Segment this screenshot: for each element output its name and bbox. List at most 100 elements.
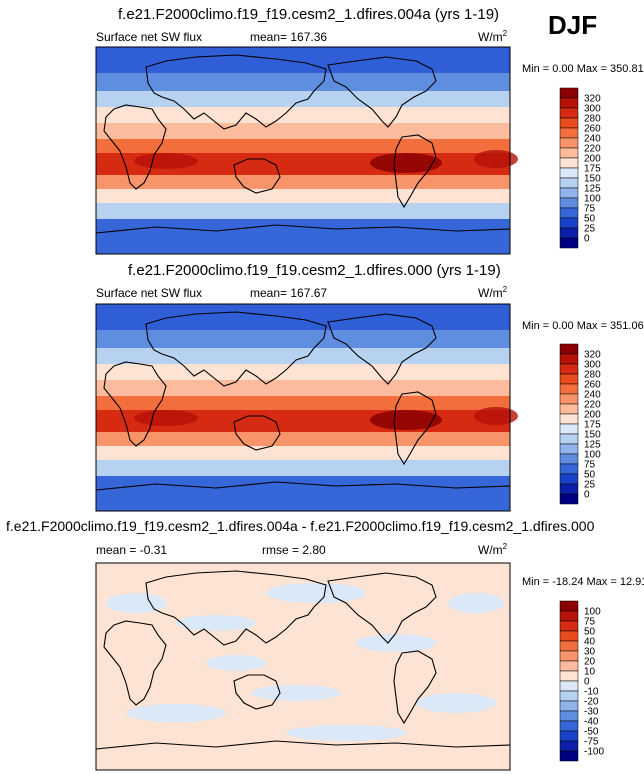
colorbar-swatch (559, 373, 579, 385)
diff-negative-patch (126, 704, 226, 722)
colorbar-swatch (559, 680, 579, 692)
colorbar-label: -20 (584, 697, 599, 708)
colorbar-label: 75 (584, 617, 596, 628)
colorbar-label: 75 (584, 460, 596, 471)
panel-2-title: f.e21.F2000climo.f19_f19.cesm2_1.dfires.… (128, 262, 501, 279)
band-antarctic (96, 476, 510, 511)
colorbar-label: 0 (584, 677, 590, 688)
coastline (233, 415, 281, 451)
coastline (233, 674, 281, 710)
colorbar-label: 75 (584, 204, 596, 215)
colorbar-swatch (559, 630, 579, 642)
colorbar-swatch (559, 383, 579, 395)
colorbar-label: 200 (584, 410, 601, 421)
panel-1-mean: mean= 167.36 (250, 30, 328, 44)
panel-2-map (95, 303, 518, 512)
colorbar-label: 100 (584, 450, 601, 461)
colorbar-swatch (559, 157, 579, 169)
colorbar-label: 20 (584, 657, 596, 668)
panel-3-map (95, 562, 511, 771)
band-high-north (96, 330, 510, 348)
band-antarctic (96, 219, 510, 254)
panel-3-units: W/m2 (478, 542, 508, 557)
diff-negative-patch (252, 685, 340, 701)
colorbar-swatch (559, 493, 579, 505)
colorbar-label: 125 (584, 184, 601, 195)
colorbar-swatch (559, 97, 579, 109)
diff-negative-patch (176, 615, 256, 631)
colorbar-swatch (559, 87, 579, 99)
colorbar-label: 320 (584, 94, 601, 105)
colorbar-swatch (559, 197, 579, 209)
colorbar-swatch (559, 207, 579, 219)
colorbar-swatch (559, 237, 579, 249)
colorbar-label: 300 (584, 360, 601, 371)
coastline (393, 650, 437, 725)
colorbar-swatch (559, 670, 579, 682)
colorbar-label: 280 (584, 370, 601, 381)
colorbar-label: -40 (584, 717, 599, 728)
colorbar-label: 175 (584, 164, 601, 175)
colorbar-label: 220 (584, 144, 601, 155)
colorbar-label: -50 (584, 727, 599, 738)
band-tropic-south (96, 139, 510, 153)
colorbar-swatch (559, 393, 579, 405)
coastline (327, 572, 437, 644)
colorbar-swatch (559, 127, 579, 139)
colorbar-swatch (559, 187, 579, 199)
coastline (95, 224, 511, 234)
colorbar-label: 50 (584, 214, 596, 225)
colorbar-label: 125 (584, 440, 601, 451)
band-mid-south (96, 432, 510, 446)
colorbar-swatch (559, 750, 579, 762)
colorbar-label: 200 (584, 154, 601, 165)
colorbar-label: 280 (584, 114, 601, 125)
colorbar-swatch (559, 710, 579, 722)
colorbar-swatch (559, 137, 579, 149)
colorbar-label: 0 (584, 234, 590, 245)
diff-negative-patch (206, 655, 266, 671)
colorbar-label: 240 (584, 390, 601, 401)
colorbar-label: 175 (584, 420, 601, 431)
colorbar-swatch (559, 600, 579, 612)
colorbar-label: 260 (584, 124, 601, 135)
colorbar-label: -100 (584, 747, 604, 758)
max-patch-africa (134, 153, 198, 169)
colorbar-swatch (559, 453, 579, 465)
panel-2-variable: Surface net SW flux (96, 286, 203, 300)
colorbar-label: 100 (584, 194, 601, 205)
colorbar-swatch (559, 660, 579, 672)
diff-negative-patch (448, 593, 504, 613)
panel-3-minmax: Min = -18.24 Max = 12.91 (522, 576, 644, 588)
colorbar-label: -10 (584, 687, 599, 698)
max-patch-atlantic (474, 407, 518, 425)
band-tropic-north (96, 380, 510, 396)
panel-2-mean: mean= 167.67 (250, 286, 328, 300)
colorbar-label: 40 (584, 637, 596, 648)
panel-2-minmax: Min = 0.00 Max = 351.06 (522, 320, 644, 332)
colorbar-swatch (559, 443, 579, 455)
map-frame (95, 562, 511, 771)
colorbar-swatch (559, 483, 579, 495)
band-mid-north (96, 348, 510, 364)
panel-1-map (95, 46, 518, 255)
coastline (233, 158, 281, 194)
colorbar-swatch (559, 107, 579, 119)
colorbar-swatch (559, 463, 579, 475)
coastline (327, 56, 437, 128)
max-patch-atlantic (474, 150, 518, 168)
band-arctic (96, 304, 510, 330)
coastline (393, 391, 437, 466)
colorbar-swatch (559, 620, 579, 632)
band-high-north (96, 73, 510, 91)
colorbar-label: 300 (584, 104, 601, 115)
diff-negative-patch (356, 634, 436, 652)
colorbar-swatch (559, 413, 579, 425)
coastline (103, 104, 167, 190)
colorbar-swatch (559, 343, 579, 355)
band-high-south (96, 189, 510, 203)
map-frame (95, 303, 511, 512)
diff-negative-patch (286, 725, 406, 741)
colorbar-swatch (559, 403, 579, 415)
